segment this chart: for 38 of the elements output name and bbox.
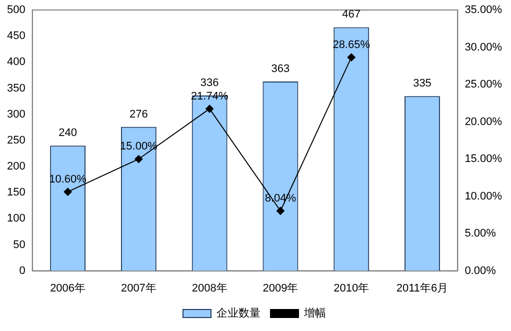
y2-tick-label: 25.00% bbox=[464, 78, 502, 91]
data-label: 335 bbox=[413, 78, 432, 90]
legend-label: 增幅 bbox=[303, 308, 326, 320]
point bbox=[134, 155, 143, 164]
x-tick-label: 2010年 bbox=[334, 282, 370, 294]
y2-tick-label: 35.00% bbox=[464, 4, 502, 16]
y-tick-label: 150 bbox=[6, 186, 26, 199]
point bbox=[276, 206, 284, 215]
point bbox=[206, 104, 214, 113]
point bbox=[64, 188, 72, 196]
y2-tick-label: 20.00% bbox=[464, 116, 502, 128]
y-tick-label: 250 bbox=[6, 134, 26, 146]
point bbox=[347, 53, 356, 62]
legend-label: 企业数量 bbox=[216, 306, 260, 320]
data-label: 467 bbox=[342, 8, 361, 21]
y-tick-label: 450 bbox=[6, 30, 26, 42]
y2-tick-label: 0.00% bbox=[464, 264, 496, 277]
y-tick-label: 350 bbox=[6, 82, 26, 94]
y2-tick-label: 10.00% bbox=[464, 190, 502, 202]
x-tick-label: 2009年 bbox=[262, 282, 298, 294]
y-tick-label: 500 bbox=[6, 4, 26, 16]
y2-tick-label: 5.00% bbox=[464, 228, 496, 240]
data-label: 363 bbox=[271, 62, 290, 75]
data-label: 240 bbox=[58, 127, 77, 140]
x-tick-label: 2006年 bbox=[50, 282, 86, 294]
data-label: 276 bbox=[130, 108, 148, 120]
x-tick-label: 2008年 bbox=[192, 282, 228, 294]
y-tick-label: 200 bbox=[6, 160, 26, 173]
y2-tick-label: 30.00% bbox=[464, 41, 502, 54]
y2-tick-label: 15.00% bbox=[464, 153, 502, 166]
y-tick-label: 50 bbox=[13, 238, 26, 251]
data-label: 336 bbox=[200, 77, 219, 90]
y-tick-label: 100 bbox=[6, 212, 26, 225]
y-tick-label: 400 bbox=[6, 56, 26, 68]
y-tick-label: 0 bbox=[19, 264, 26, 277]
y-tick-label: 300 bbox=[6, 108, 26, 120]
x-tick-label: 2007年 bbox=[120, 282, 156, 294]
x-tick-label: 2011年6月 bbox=[396, 282, 448, 294]
